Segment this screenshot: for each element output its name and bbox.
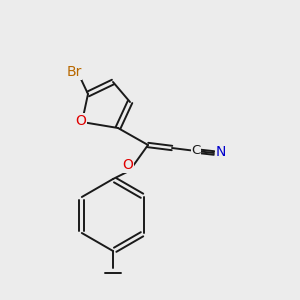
Text: O: O (123, 158, 134, 172)
Text: N: N (216, 145, 226, 159)
Text: C: C (191, 143, 201, 157)
Text: Br: Br (66, 65, 82, 79)
Text: O: O (76, 114, 86, 128)
